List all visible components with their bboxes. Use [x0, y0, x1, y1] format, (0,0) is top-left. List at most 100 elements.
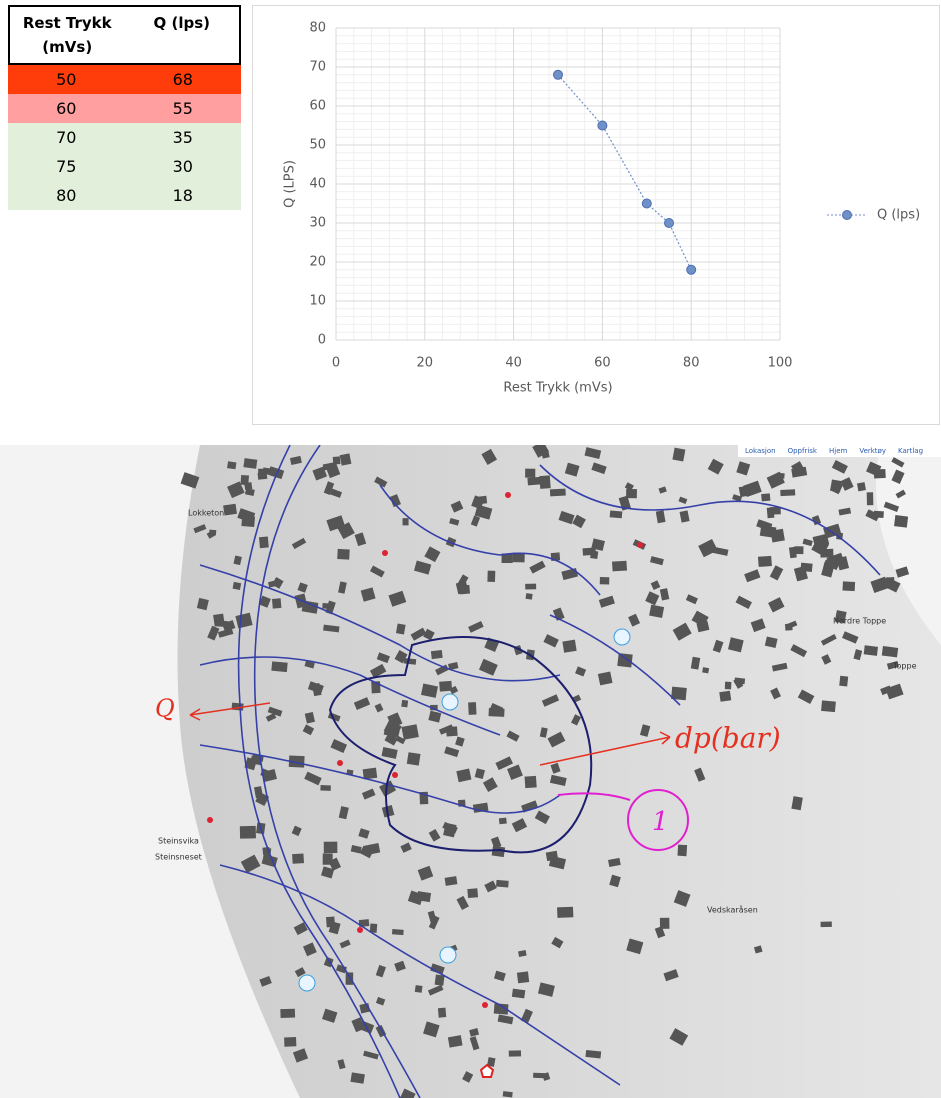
toolbar-item[interactable]: Oppfrisk: [788, 447, 818, 455]
table-row: 6055: [8, 94, 241, 123]
table-row: 5068: [8, 65, 241, 94]
annotation: dp(bar): [675, 722, 781, 755]
building: [842, 581, 855, 591]
building: [240, 475, 249, 485]
y-tick-label: 10: [309, 294, 326, 309]
building: [562, 640, 576, 653]
building: [401, 724, 418, 740]
table-cell: 68: [125, 65, 242, 94]
annotation: Q: [155, 695, 175, 723]
data-table: Rest Trykk (mVs) Q (lps) 506860557035753…: [8, 5, 241, 210]
building: [233, 582, 242, 590]
building: [448, 1035, 463, 1047]
building: [771, 529, 785, 543]
building: [213, 614, 225, 627]
building: [346, 972, 354, 984]
table-cell: 30: [125, 152, 242, 181]
building: [350, 1072, 364, 1083]
building: [323, 853, 333, 864]
building: [525, 584, 536, 590]
building: [227, 461, 236, 469]
place-label: Lokketon: [188, 509, 224, 518]
building: [867, 492, 874, 505]
building: [610, 510, 623, 518]
building: [550, 489, 566, 497]
building: [702, 667, 709, 673]
place-label: Steinsneset: [155, 853, 202, 862]
building: [467, 888, 478, 898]
place-label: Toppe: [892, 662, 917, 671]
building: [223, 504, 237, 516]
point: [665, 219, 674, 228]
building: [324, 842, 338, 853]
header-cell: Rest Trykk (mVs): [10, 7, 125, 63]
building: [734, 677, 745, 684]
building: [431, 650, 443, 659]
building: [280, 1009, 295, 1018]
x-axis-title: Rest Trykk (mVs): [503, 381, 612, 396]
header-cell: Q (lps): [125, 7, 240, 63]
y-axis-title: Q (LPS): [283, 160, 298, 208]
map: Q dp(bar) 1 Lokketon Nordre Toppe Toppe …: [0, 445, 941, 1098]
y-tick-label: 30: [309, 216, 326, 231]
x-tick-label: 0: [332, 356, 340, 371]
place-label: Steinsvika: [158, 837, 199, 846]
building: [517, 971, 529, 983]
table-cell: 18: [125, 181, 242, 210]
table-cell: 70: [8, 123, 125, 152]
toolbar-item[interactable]: Lokasjon: [745, 447, 776, 455]
building: [719, 691, 731, 702]
building: [525, 469, 535, 478]
chart: 01020304050607080020406080100Rest Trykk …: [252, 5, 940, 425]
building: [525, 776, 537, 788]
toolbar-item[interactable]: Hjem: [829, 447, 848, 455]
point: [598, 121, 607, 130]
building: [767, 507, 775, 518]
building: [396, 624, 406, 635]
toolbar-item[interactable]: Verktøy: [859, 447, 886, 455]
toolbar-item[interactable]: Kartlag: [898, 447, 923, 455]
point: [687, 265, 696, 274]
building: [496, 880, 509, 888]
building: [894, 515, 908, 528]
page: Rest Trykk (mVs) Q (lps) 506860557035753…: [0, 0, 941, 1098]
building: [761, 493, 770, 501]
building: [600, 577, 610, 584]
table-cell: 55: [125, 94, 242, 123]
building: [874, 511, 884, 518]
building: [821, 921, 832, 927]
building: [672, 448, 685, 462]
building: [499, 818, 507, 825]
building: [403, 518, 409, 525]
building: [830, 479, 842, 492]
building: [725, 682, 732, 690]
building: [438, 1008, 446, 1018]
annotation: 1: [652, 807, 669, 837]
building: [415, 985, 423, 993]
place-label: Nordre Toppe: [833, 617, 886, 626]
building: [512, 989, 525, 999]
building: [789, 547, 797, 559]
y-tick-label: 40: [309, 177, 326, 192]
building: [439, 681, 452, 692]
building: [258, 472, 268, 480]
y-tick-label: 70: [309, 60, 326, 75]
building: [882, 646, 898, 657]
y-tick-label: 60: [309, 99, 326, 114]
building: [526, 593, 533, 600]
building: [259, 536, 269, 548]
building: [677, 845, 687, 857]
point: [642, 199, 651, 208]
place-label: Vedskaråsen: [707, 905, 758, 915]
building: [401, 700, 408, 707]
building: [340, 453, 352, 465]
y-tick-label: 0: [318, 333, 326, 348]
point: [554, 70, 563, 79]
building: [503, 1091, 513, 1097]
legend-marker: [843, 211, 852, 220]
building: [243, 458, 257, 469]
building: [539, 475, 550, 488]
y-tick-label: 20: [309, 255, 326, 270]
building: [435, 975, 445, 986]
